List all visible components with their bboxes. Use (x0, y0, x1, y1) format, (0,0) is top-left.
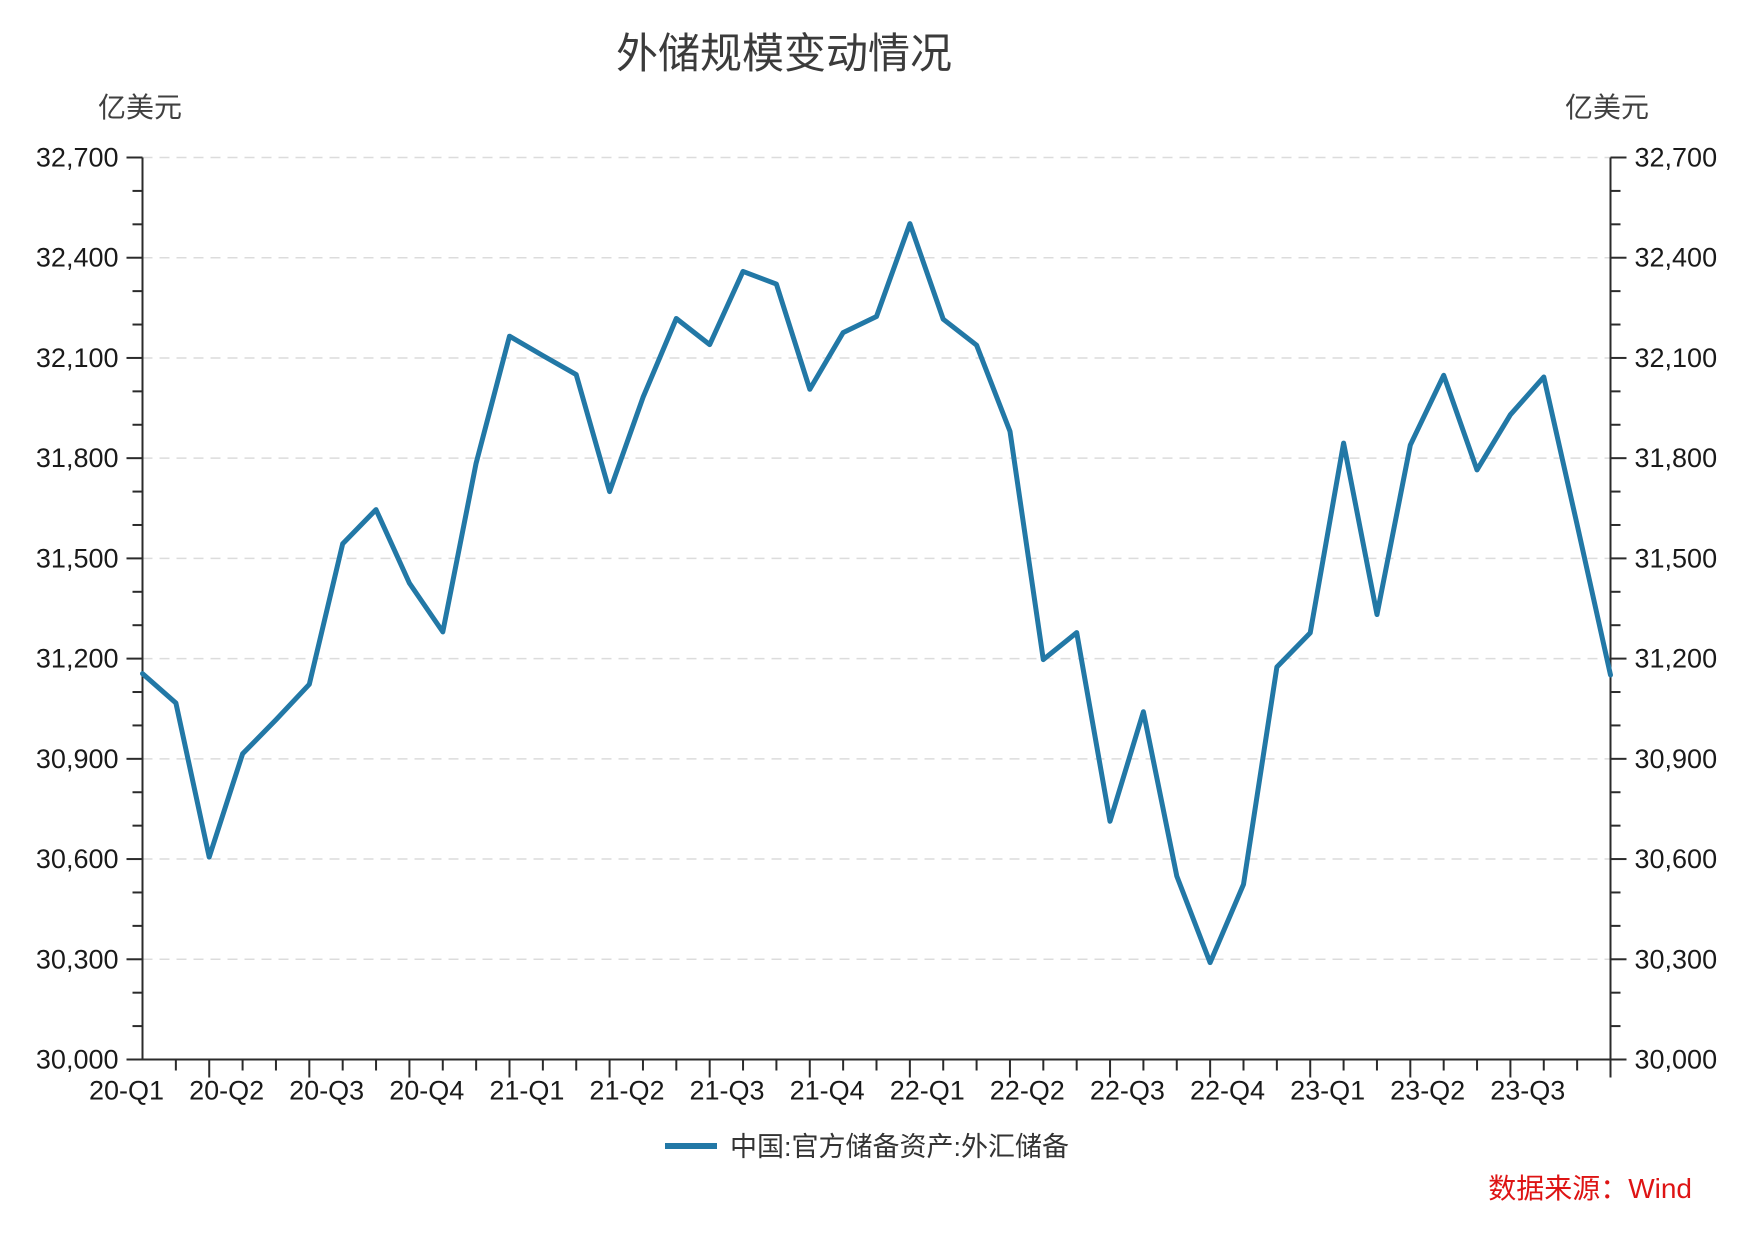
svg-text:31,800: 31,800 (1635, 443, 1718, 473)
svg-text:30,000: 30,000 (1635, 1045, 1718, 1075)
svg-text:30,900: 30,900 (36, 744, 119, 774)
svg-text:22-Q2: 22-Q2 (990, 1076, 1065, 1106)
chart-title: 外储规模变动情况 (616, 30, 952, 77)
svg-text:23-Q2: 23-Q2 (1390, 1076, 1465, 1106)
svg-text:20-Q4: 20-Q4 (389, 1076, 464, 1106)
svg-text:21-Q4: 21-Q4 (790, 1076, 865, 1106)
y-axis-labels-right: 30,000 30,300 30,600 30,900 31,200 31,500 31,8… (1635, 143, 1718, 1075)
y-axis-ticks (126, 156, 1627, 1061)
svg-text:20-Q2: 20-Q2 (189, 1076, 264, 1106)
svg-text:32,400: 32,400 (36, 243, 119, 273)
svg-text:32,100: 32,100 (1635, 343, 1718, 373)
svg-text:20-Q3: 20-Q3 (289, 1076, 364, 1106)
svg-text:21-Q2: 21-Q2 (589, 1076, 664, 1106)
y-axis-unit-right: 亿美元 (1565, 92, 1649, 123)
svg-text:30,600: 30,600 (36, 844, 119, 874)
svg-text:31,500: 31,500 (36, 543, 119, 573)
x-axis-ticks (174, 1059, 1612, 1078)
svg-text:30,600: 30,600 (1635, 844, 1718, 874)
svg-text:32,700: 32,700 (1635, 143, 1718, 173)
svg-text:21-Q1: 21-Q1 (489, 1076, 564, 1106)
legend-label: 中国:官方储备资产:外汇储备 (730, 1132, 1069, 1162)
svg-text:31,500: 31,500 (1635, 543, 1718, 573)
svg-text:31,200: 31,200 (1635, 644, 1718, 674)
svg-text:32,100: 32,100 (36, 343, 119, 373)
series-line (140, 221, 1613, 966)
data-source-label: 数据来源：Wind (1488, 1173, 1692, 1204)
svg-text:30,300: 30,300 (1635, 944, 1718, 974)
svg-text:30,900: 30,900 (1635, 744, 1718, 774)
svg-text:22-Q4: 22-Q4 (1190, 1076, 1265, 1106)
y-axis-labels-left: 30,000 30,300 30,600 30,900 31,200 31,500 31,8… (36, 143, 119, 1075)
legend: 中国:官方储备资产:外汇储备 (665, 1132, 1069, 1162)
svg-text:30,000: 30,000 (36, 1045, 119, 1075)
x-axis-labels: 20-Q1 20-Q2 20-Q3 20-Q4 21-Q1 21-Q2 21-Q3 21-Q4… (89, 1076, 1565, 1106)
svg-text:20-Q1: 20-Q1 (89, 1076, 164, 1106)
svg-text:32,700: 32,700 (36, 143, 119, 173)
svg-text:22-Q1: 22-Q1 (890, 1076, 965, 1106)
gridlines (142, 156, 1611, 961)
svg-text:22-Q3: 22-Q3 (1090, 1076, 1165, 1106)
svg-text:31,200: 31,200 (36, 644, 119, 674)
y-axis-unit-left: 亿美元 (98, 92, 182, 123)
svg-text:21-Q3: 21-Q3 (690, 1076, 765, 1106)
svg-text:31,800: 31,800 (36, 443, 119, 473)
svg-text:23-Q1: 23-Q1 (1290, 1076, 1365, 1106)
svg-text:32,400: 32,400 (1635, 243, 1718, 273)
svg-text:23-Q3: 23-Q3 (1490, 1076, 1565, 1106)
svg-text:30,300: 30,300 (36, 944, 119, 974)
